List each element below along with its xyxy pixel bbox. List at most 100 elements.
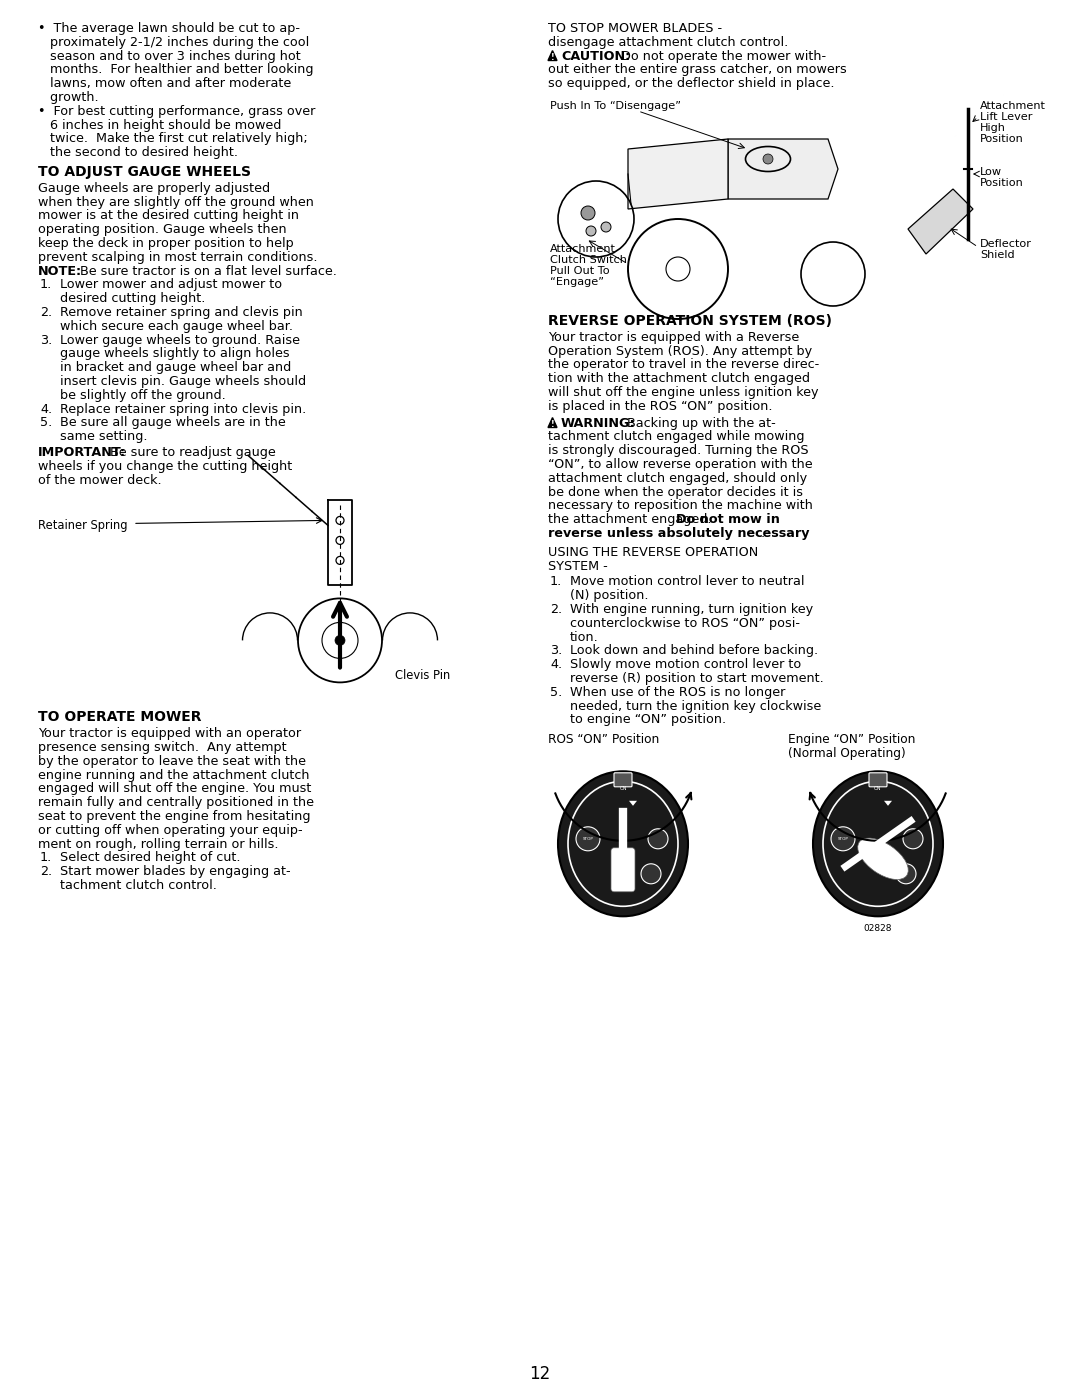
Text: Move motion control lever to neutral: Move motion control lever to neutral	[570, 576, 805, 588]
Text: .: .	[761, 527, 765, 541]
Circle shape	[903, 828, 923, 849]
Text: (Normal Operating): (Normal Operating)	[788, 747, 906, 760]
Ellipse shape	[813, 771, 943, 916]
Text: 2.: 2.	[40, 306, 52, 319]
Text: prevent scalping in most terrain conditions.: prevent scalping in most terrain conditi…	[38, 251, 318, 264]
Circle shape	[642, 863, 661, 884]
Text: remain fully and centrally positioned in the: remain fully and centrally positioned in…	[38, 796, 314, 809]
Text: SYSTEM -: SYSTEM -	[548, 560, 608, 573]
FancyBboxPatch shape	[869, 773, 887, 787]
Ellipse shape	[858, 838, 908, 880]
Text: Start mower blades by engaging at-: Start mower blades by engaging at-	[60, 865, 291, 879]
Text: Be sure tractor is on a flat level surface.: Be sure tractor is on a flat level surfa…	[76, 264, 337, 278]
Text: CAUTION:: CAUTION:	[561, 50, 631, 63]
Text: ON: ON	[874, 787, 881, 791]
Text: 2.: 2.	[40, 865, 52, 879]
Text: Do not mow in: Do not mow in	[676, 513, 780, 527]
Text: 3.: 3.	[550, 644, 563, 658]
Text: 1.: 1.	[40, 851, 52, 865]
Text: tachment clutch control.: tachment clutch control.	[60, 879, 217, 893]
Text: attachment clutch engaged, should only: attachment clutch engaged, should only	[548, 472, 807, 485]
FancyBboxPatch shape	[615, 773, 632, 787]
Text: ON: ON	[619, 787, 626, 791]
Text: be slightly off the ground.: be slightly off the ground.	[60, 388, 226, 402]
Text: •  For best cutting performance, grass over: • For best cutting performance, grass ov…	[38, 105, 315, 117]
Text: is placed in the ROS “ON” position.: is placed in the ROS “ON” position.	[548, 400, 772, 412]
Text: growth.: growth.	[38, 91, 98, 103]
FancyBboxPatch shape	[611, 848, 635, 891]
Text: ROS “ON” Position: ROS “ON” Position	[548, 733, 659, 746]
Text: !: !	[551, 53, 554, 61]
Polygon shape	[548, 50, 557, 60]
Text: reverse (R) position to start movement.: reverse (R) position to start movement.	[570, 672, 824, 685]
Text: to engine “ON” position.: to engine “ON” position.	[570, 714, 726, 726]
Text: ment on rough, rolling terrain or hills.: ment on rough, rolling terrain or hills.	[38, 838, 279, 851]
Text: insert clevis pin. Gauge wheels should: insert clevis pin. Gauge wheels should	[60, 374, 306, 388]
Text: when they are slightly off the ground when: when they are slightly off the ground wh…	[38, 196, 314, 208]
Text: tion with the attachment clutch engaged: tion with the attachment clutch engaged	[548, 372, 810, 386]
Text: 12: 12	[529, 1365, 551, 1383]
Text: Your tractor is equipped with an operator: Your tractor is equipped with an operato…	[38, 728, 301, 740]
Polygon shape	[548, 418, 557, 427]
Text: by the operator to leave the seat with the: by the operator to leave the seat with t…	[38, 754, 306, 768]
Text: Position: Position	[980, 134, 1024, 144]
Text: Lower mower and adjust mower to: Lower mower and adjust mower to	[60, 278, 282, 292]
Text: 4.: 4.	[550, 658, 562, 671]
Text: which secure each gauge wheel bar.: which secure each gauge wheel bar.	[60, 320, 293, 332]
Circle shape	[581, 205, 595, 219]
Text: STOP: STOP	[838, 837, 849, 841]
Text: keep the deck in proper position to help: keep the deck in proper position to help	[38, 237, 294, 250]
Text: be done when the operator decides it is: be done when the operator decides it is	[548, 486, 804, 499]
Text: “Engage”: “Engage”	[550, 277, 604, 286]
Text: Shield: Shield	[980, 250, 1014, 260]
Text: presence sensing switch.  Any attempt: presence sensing switch. Any attempt	[38, 740, 286, 754]
Text: TO ADJUST GAUGE WHEELS: TO ADJUST GAUGE WHEELS	[38, 165, 251, 179]
Text: reverse unless absolutely necessary: reverse unless absolutely necessary	[548, 527, 810, 541]
Text: Deflector: Deflector	[980, 239, 1031, 249]
Text: NOTE:: NOTE:	[38, 264, 82, 278]
Ellipse shape	[558, 771, 688, 916]
Text: Slowly move motion control lever to: Slowly move motion control lever to	[570, 658, 801, 671]
Text: (N) position.: (N) position.	[570, 590, 648, 602]
Text: Push In To “Disengage”: Push In To “Disengage”	[550, 101, 681, 110]
Text: twice.  Make the first cut relatively high;: twice. Make the first cut relatively hig…	[38, 133, 308, 145]
Text: the attachment engaged.: the attachment engaged.	[548, 513, 715, 527]
Text: 1.: 1.	[40, 278, 52, 292]
Circle shape	[896, 863, 916, 884]
Text: out either the entire grass catcher, on mowers: out either the entire grass catcher, on …	[548, 63, 847, 77]
Text: desired cutting height.: desired cutting height.	[60, 292, 205, 305]
Text: engine running and the attachment clutch: engine running and the attachment clutch	[38, 768, 310, 781]
Text: is strongly discouraged. Turning the ROS: is strongly discouraged. Turning the ROS	[548, 444, 809, 457]
Text: 3.: 3.	[40, 334, 52, 346]
Text: Your tractor is equipped with a Reverse: Your tractor is equipped with a Reverse	[548, 331, 799, 344]
Text: 4.: 4.	[40, 402, 52, 415]
Text: Backing up with the at-: Backing up with the at-	[619, 416, 775, 430]
Text: or cutting off when operating your equip-: or cutting off when operating your equip…	[38, 824, 302, 837]
Text: proximately 2-1/2 inches during the cool: proximately 2-1/2 inches during the cool	[38, 36, 309, 49]
Text: will shut off the engine unless ignition key: will shut off the engine unless ignition…	[548, 386, 819, 400]
Text: Do not operate the mower with-: Do not operate the mower with-	[613, 50, 826, 63]
Text: so equipped, or the deflector shield in place.: so equipped, or the deflector shield in …	[548, 77, 835, 91]
Text: STOP: STOP	[582, 837, 593, 841]
Polygon shape	[728, 138, 838, 198]
Text: 6 inches in height should be mowed: 6 inches in height should be mowed	[38, 119, 282, 131]
Text: tachment clutch engaged while mowing: tachment clutch engaged while mowing	[548, 430, 805, 443]
Text: TO OPERATE MOWER: TO OPERATE MOWER	[38, 711, 202, 725]
Text: mower is at the desired cutting height in: mower is at the desired cutting height i…	[38, 210, 299, 222]
Text: WARNING:: WARNING:	[561, 416, 636, 430]
Text: lawns, mow often and after moderate: lawns, mow often and after moderate	[38, 77, 292, 91]
Text: TO STOP MOWER BLADES -: TO STOP MOWER BLADES -	[548, 22, 723, 35]
Text: Look down and behind before backing.: Look down and behind before backing.	[570, 644, 819, 658]
Circle shape	[586, 226, 596, 236]
Text: counterclockwise to ROS “ON” posi-: counterclockwise to ROS “ON” posi-	[570, 617, 800, 630]
Text: Be sure to readjust gauge: Be sure to readjust gauge	[106, 446, 275, 460]
Text: operating position. Gauge wheels then: operating position. Gauge wheels then	[38, 224, 286, 236]
Circle shape	[600, 222, 611, 232]
Text: Remove retainer spring and clevis pin: Remove retainer spring and clevis pin	[60, 306, 302, 319]
Text: Low: Low	[980, 168, 1002, 177]
Text: Attachment: Attachment	[550, 244, 616, 254]
Text: Attachment: Attachment	[980, 101, 1045, 110]
Text: Lower gauge wheels to ground. Raise: Lower gauge wheels to ground. Raise	[60, 334, 300, 346]
Circle shape	[335, 636, 345, 645]
Text: Be sure all gauge wheels are in the: Be sure all gauge wheels are in the	[60, 416, 286, 429]
